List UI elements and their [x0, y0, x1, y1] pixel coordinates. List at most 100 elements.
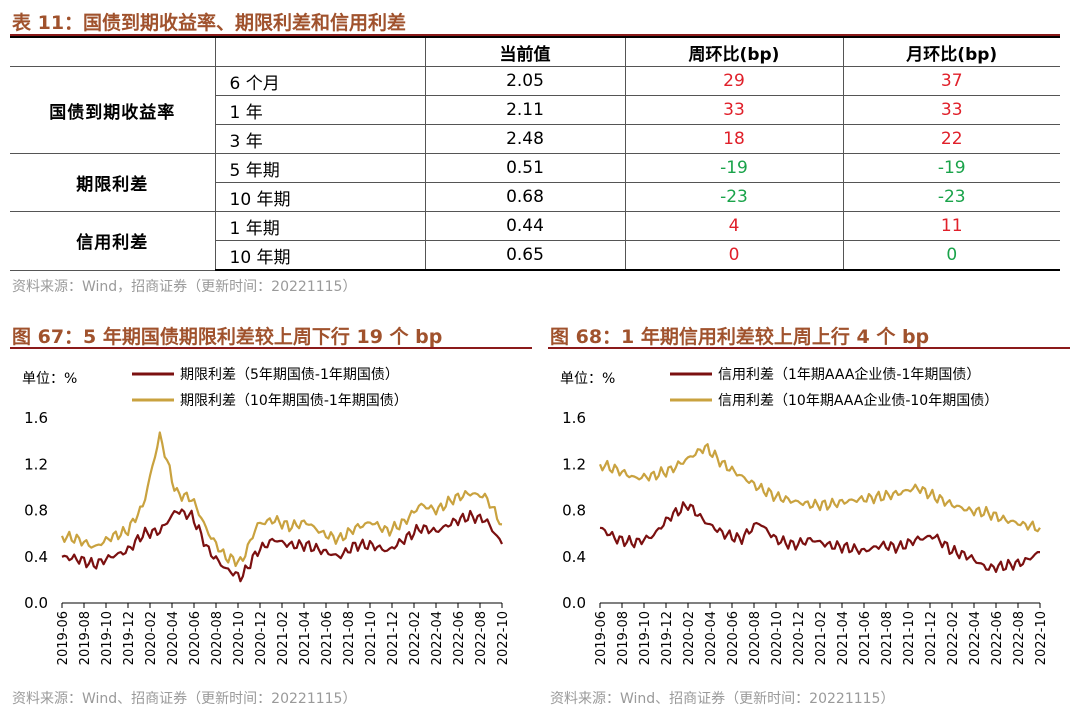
header-cell: 周环比(bp) [624, 36, 843, 67]
chart-right: 单位：% 0.0 0.4 0.8 1.2 1.6 2019-06 2019-08 2019-10… [560, 366, 1049, 665]
x-tick-label: 2022-10 [1034, 611, 1049, 665]
mom-change: 11 [842, 211, 1060, 241]
header-cell [214, 36, 425, 67]
table-title-rule [10, 34, 1060, 36]
table-row: 信用利差 1 年期 0.44 4 11 [10, 211, 1060, 271]
mom-change: -23 [842, 182, 1060, 212]
x-tick-label: 2021-12 [386, 611, 401, 665]
wow-change: 29 [624, 66, 843, 96]
chart-left: 单位：% 0.0 0.4 0.8 1.2 1.6 2019-06 2019-08 2019-10… [22, 367, 511, 665]
x-tick-label: 2022-04 [430, 611, 445, 665]
x-tick-label: 2020-06 [188, 611, 203, 665]
x-tick-label: 2019-06 [594, 611, 609, 665]
unit-label: 单位：% [560, 371, 615, 387]
legend-label: 信用利差（10年期AAA企业债-10年期国债） [718, 392, 998, 409]
row-label: 6 个月 [214, 66, 425, 96]
table-header-row: 当前值 周环比(bp) 月环比(bp) [10, 36, 1060, 67]
table-row: 10 年期 0.68 -23 -23 [10, 182, 1060, 212]
chart-right-title: 图 68：1 年期信用利差较上周上行 4 个 bp [550, 326, 930, 348]
current-value: 2.11 [424, 95, 625, 125]
x-tick-label: 2021-02 [814, 611, 829, 665]
x-tick-label: 2019-08 [616, 611, 631, 665]
x-tick-label: 2020-10 [232, 611, 247, 665]
unit-label: 单位：% [22, 371, 77, 387]
y-tick-label: 1.2 [24, 455, 48, 473]
current-value: 2.48 [424, 124, 625, 154]
x-tick-label: 2020-12 [254, 611, 269, 665]
legend-label: 期限利差（10年期国债-1年期国债） [180, 393, 408, 409]
current-value: 0.44 [424, 211, 625, 241]
y-tick-label: 0.4 [562, 548, 586, 566]
table-row: 3 年 2.48 18 22 [10, 124, 1060, 154]
chart-left-source: 资料来源：Wind、招商证券（更新时间：20221115） [12, 691, 357, 707]
x-tick-label: 2019-10 [100, 611, 115, 665]
row-label: 1 年 [214, 95, 425, 125]
wow-change: 0 [624, 240, 843, 271]
legend-label: 信用利差（1年期AAA企业债-1年期国债） [718, 366, 980, 383]
x-tick-label: 2022-02 [408, 611, 423, 665]
x-tick-label: 2020-12 [792, 611, 807, 665]
x-tick-label: 2020-08 [748, 611, 763, 665]
x-tick-label: 2022-08 [1012, 611, 1027, 665]
x-tick-label: 2022-04 [968, 611, 983, 665]
header-cell: 月环比(bp) [842, 36, 1060, 67]
table-row: 期限利差 5 年期 0.51 -19 -19 [10, 153, 1060, 212]
group-label: 国债到期收益率 [10, 66, 215, 154]
mom-change: 37 [842, 66, 1060, 96]
x-tick-label: 2022-10 [496, 611, 511, 665]
series-line-1 [599, 501, 1040, 573]
x-tick-label: 2019-08 [78, 611, 93, 665]
x-tick-label: 2019-12 [122, 611, 137, 665]
series-line-1 [61, 508, 503, 583]
mom-change: -19 [842, 153, 1060, 183]
table-title: 表 11：国债到期收益率、期限利差和信用利差 [12, 12, 407, 34]
y-tick-label: 0.4 [24, 548, 48, 566]
series-line-2 [60, 431, 503, 568]
row-label: 5 年期 [214, 153, 425, 183]
x-tick-label: 2021-02 [276, 611, 291, 665]
table-body: 国债到期收益率 6 个月 2.05 29 37 1 年 2.11 33 33 3 年 2.48 18 2… [10, 66, 1060, 271]
x-tick-label: 2019-12 [660, 611, 675, 665]
x-tick-label: 2022-08 [474, 611, 489, 665]
table-source: 资料来源：Wind，招商证券（更新时间：20221115） [12, 279, 357, 295]
row-label: 10 年期 [214, 182, 425, 212]
header-cell: 当前值 [424, 36, 625, 67]
mom-change: 22 [842, 124, 1060, 154]
chart-right-source: 资料来源：Wind、招商证券（更新时间：20221115） [550, 691, 895, 707]
x-tick-label: 2021-04 [836, 611, 851, 665]
x-tick-label: 2020-02 [682, 611, 697, 665]
chart-right-rule [548, 347, 1070, 349]
wow-change: 18 [624, 124, 843, 154]
chart-left-rule [10, 347, 532, 349]
row-label: 10 年期 [214, 240, 425, 271]
wow-change: -19 [624, 153, 843, 183]
wow-change: 4 [624, 211, 843, 241]
series-line-2 [598, 443, 1041, 533]
table-row: 10 年期 0.65 0 0 [10, 240, 1060, 271]
table-row: 1 年 2.11 33 33 [10, 95, 1060, 125]
x-tick-label: 2021-04 [298, 611, 313, 665]
x-tick-label: 2022-06 [452, 611, 467, 665]
y-tick-label: 0.0 [562, 594, 586, 612]
yield-table: 当前值 周环比(bp) 月环比(bp) 国债到期收益率 6 个月 2.05 29 37 1… [10, 36, 1060, 271]
x-tick-label: 2021-08 [880, 611, 895, 665]
x-tick-label: 2019-06 [56, 611, 71, 665]
row-label: 3 年 [214, 124, 425, 154]
header-cell [10, 36, 215, 67]
current-value: 0.68 [424, 182, 625, 212]
x-tick-label: 2020-04 [704, 611, 719, 665]
y-tick-label: 1.2 [562, 455, 586, 473]
mom-change: 33 [842, 95, 1060, 125]
x-tick-label: 2020-10 [770, 611, 785, 665]
mom-change: 0 [842, 240, 1060, 271]
table-row: 国债到期收益率 6 个月 2.05 29 37 [10, 66, 1060, 154]
x-tick-label: 2022-02 [946, 611, 961, 665]
x-tick-label: 2019-10 [638, 611, 653, 665]
x-tick-label: 2021-10 [902, 611, 917, 665]
y-tick-label: 1.6 [24, 409, 48, 427]
row-label: 1 年期 [214, 211, 425, 241]
x-tick-label: 2021-08 [342, 611, 357, 665]
x-tick-label: 2020-04 [166, 611, 181, 665]
chart-left-title: 图 67：5 年期国债期限利差较上周下行 19 个 bp [12, 326, 443, 348]
x-tick-label: 2021-06 [858, 611, 873, 665]
